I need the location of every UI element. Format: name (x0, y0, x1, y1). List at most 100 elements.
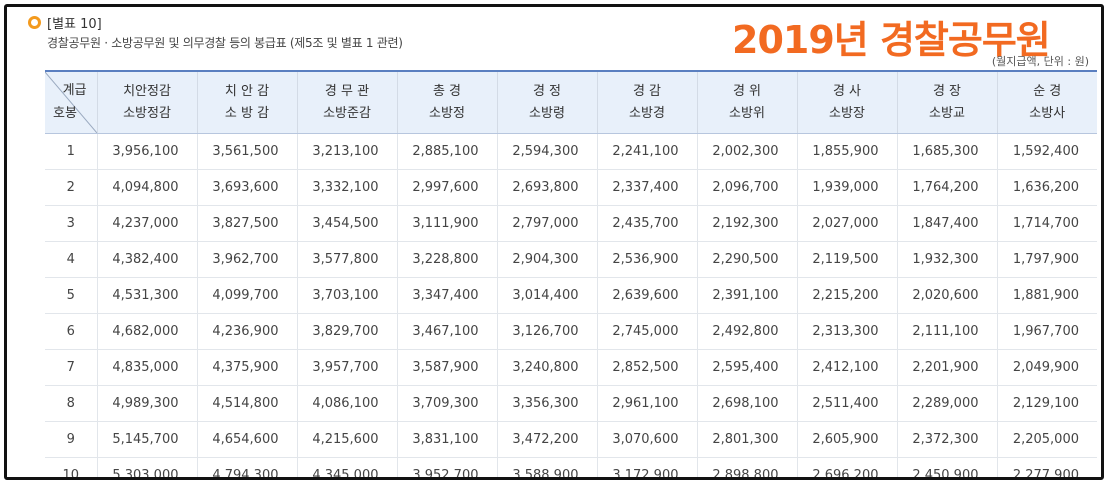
table-row: 5 4,531,300 4,099,700 3,703,100 3,347,400 3,0… (45, 277, 1097, 314)
salary-cell: 3,561,500 (197, 133, 298, 170)
step-cell: 5 (45, 277, 98, 314)
unit-note: (월지급액, 단위 : 원) (991, 55, 1089, 68)
salary-cell: 3,827,500 (197, 205, 298, 242)
salary-cell: 2,852,500 (597, 349, 698, 386)
salary-cell: 3,472,200 (497, 421, 598, 458)
salary-cell: 2,595,400 (697, 349, 798, 386)
step-cell: 1 (45, 133, 98, 170)
headline-banner: 2019년 경찰공무원 (732, 18, 1051, 62)
salary-cell: 3,952,700 (397, 457, 498, 477)
salary-cell: 2,511,400 (797, 385, 898, 422)
salary-cell: 4,094,800 (97, 169, 198, 206)
salary-cell: 2,119,500 (797, 241, 898, 278)
salary-cell: 3,172,900 (597, 457, 698, 477)
salary-cell: 2,215,200 (797, 277, 898, 314)
rank-header: 순 경 소방사 (997, 70, 1097, 134)
salary-cell: 3,014,400 (497, 277, 598, 314)
salary-cell: 3,126,700 (497, 313, 598, 350)
salary-cell: 3,957,700 (297, 349, 398, 386)
salary-cell: 2,205,000 (997, 421, 1097, 458)
police-rank-label: 경 무 관 (324, 83, 370, 99)
pay-table-body: 1 3,956,100 3,561,500 3,213,100 2,885,100 2,5… (45, 133, 1097, 477)
police-rank-label: 경 정 (532, 83, 562, 99)
salary-cell: 4,682,000 (97, 313, 198, 350)
salary-cell: 5,145,700 (97, 421, 198, 458)
salary-cell: 2,745,000 (597, 313, 698, 350)
salary-cell: 2,885,100 (397, 133, 498, 170)
police-rank-label: 경 사 (832, 83, 862, 99)
salary-cell: 1,685,300 (897, 133, 998, 170)
salary-cell: 3,829,700 (297, 313, 398, 350)
fire-rank-label: 소방위 (729, 105, 765, 121)
police-rank-label: 경 감 (632, 83, 662, 99)
salary-cell: 2,201,900 (897, 349, 998, 386)
salary-cell: 1,967,700 (997, 313, 1097, 350)
salary-cell: 2,241,100 (597, 133, 698, 170)
salary-cell: 4,345,000 (297, 457, 398, 477)
salary-cell: 1,847,400 (897, 205, 998, 242)
step-cell: 9 (45, 421, 98, 458)
salary-cell: 2,027,000 (797, 205, 898, 242)
rank-header: 총 경 소방정 (397, 70, 498, 134)
table-row: 8 4,989,300 4,514,800 4,086,100 3,709,300 3,3… (45, 385, 1097, 422)
step-cell: 3 (45, 205, 98, 242)
salary-cell: 2,111,100 (897, 313, 998, 350)
salary-cell: 1,797,900 (997, 241, 1097, 278)
salary-cell: 2,049,900 (997, 349, 1097, 386)
salary-cell: 2,450,900 (897, 457, 998, 477)
salary-cell: 4,099,700 (197, 277, 298, 314)
fire-rank-label: 소방장 (829, 105, 865, 121)
salary-cell: 4,237,000 (97, 205, 198, 242)
salary-cell: 2,391,100 (697, 277, 798, 314)
diagonal-divider (45, 72, 97, 133)
salary-cell: 2,020,600 (897, 277, 998, 314)
salary-cell: 1,881,900 (997, 277, 1097, 314)
salary-cell: 3,709,300 (397, 385, 498, 422)
salary-cell: 4,382,400 (97, 241, 198, 278)
salary-cell: 2,412,100 (797, 349, 898, 386)
salary-cell: 2,435,700 (597, 205, 698, 242)
salary-cell: 3,454,500 (297, 205, 398, 242)
salary-cell: 2,337,400 (597, 169, 698, 206)
table-row: 9 5,145,700 4,654,600 4,215,600 3,831,100 3,4… (45, 421, 1097, 458)
salary-cell: 2,904,300 (497, 241, 598, 278)
salary-cell: 1,636,200 (997, 169, 1097, 206)
salary-cell: 2,698,100 (697, 385, 798, 422)
step-cell: 6 (45, 313, 98, 350)
fire-rank-label: 소방경 (629, 105, 665, 121)
salary-cell: 1,714,700 (997, 205, 1097, 242)
salary-cell: 3,070,600 (597, 421, 698, 458)
salary-cell: 4,215,600 (297, 421, 398, 458)
salary-cell: 3,332,100 (297, 169, 398, 206)
police-rank-label: 총 경 (432, 83, 462, 99)
salary-cell: 1,855,900 (797, 133, 898, 170)
salary-cell: 2,639,600 (597, 277, 698, 314)
salary-cell: 1,764,200 (897, 169, 998, 206)
police-rank-label: 치안정감 (123, 83, 171, 99)
table-caption: 경찰공무원 · 소방공무원 및 의무경찰 등의 봉급표 (제5조 및 별표 1 … (47, 36, 403, 50)
salary-cell: 3,467,100 (397, 313, 498, 350)
salary-cell: 3,588,900 (497, 457, 598, 477)
salary-cell: 2,290,500 (697, 241, 798, 278)
step-cell: 2 (45, 169, 98, 206)
salary-cell: 2,313,300 (797, 313, 898, 350)
salary-cell: 4,236,900 (197, 313, 298, 350)
police-rank-label: 경 위 (732, 83, 762, 99)
table-row: 3 4,237,000 3,827,500 3,454,500 3,111,900 2,7… (45, 205, 1097, 242)
salary-cell: 2,277,900 (997, 457, 1097, 477)
salary-cell: 3,356,300 (497, 385, 598, 422)
police-rank-label: 경 장 (932, 83, 962, 99)
salary-cell: 3,703,100 (297, 277, 398, 314)
salary-cell: 3,956,100 (97, 133, 198, 170)
corner-step-label: 호봉 (53, 106, 77, 121)
salary-cell: 4,514,800 (197, 385, 298, 422)
salary-cell: 3,831,100 (397, 421, 498, 458)
salary-cell: 2,801,300 (697, 421, 798, 458)
salary-cell: 2,997,600 (397, 169, 498, 206)
corner-grade-label: 계급 (62, 83, 87, 98)
salary-cell: 3,347,400 (397, 277, 498, 314)
